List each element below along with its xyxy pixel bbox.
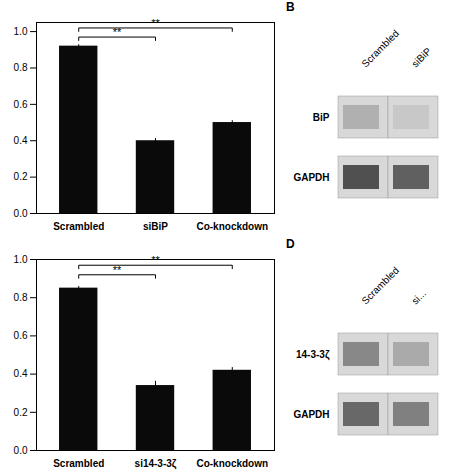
svg-text:0.2: 0.2 [14,171,28,182]
svg-text:0.8: 0.8 [14,62,28,73]
svg-text:Scrambled: Scrambled [359,28,401,70]
svg-text:si14-3-3ζ: si14-3-3ζ [135,458,177,470]
svg-text:0.8: 0.8 [14,292,28,303]
svg-text:1.0: 1.0 [14,254,28,265]
svg-text:Scrambled: Scrambled [359,265,401,307]
svg-text:1.0: 1.0 [14,26,28,37]
svg-text:siBiP: siBiP [409,45,433,69]
svg-text:GAPDH: GAPDH [293,409,329,420]
svg-text:si...: si... [409,288,428,307]
svg-text:0.6: 0.6 [14,99,28,110]
svg-text:**: ** [113,26,122,38]
html-text:B: B [286,0,295,14]
svg-text:BiP: BiP [313,112,330,123]
svg-text:0.0: 0.0 [14,445,28,456]
svg-text:Scrambled: Scrambled [53,458,104,469]
svg-text:Scrambled: Scrambled [53,221,104,232]
svg-text:siBiP: siBiP [143,221,168,232]
svg-text:0.0: 0.0 [14,208,28,219]
svg-text:0.4: 0.4 [14,135,28,146]
svg-text:0.6: 0.6 [14,330,28,341]
svg-text:GAPDH: GAPDH [293,172,329,183]
svg-text:14-3-3ζ: 14-3-3ζ [296,349,330,361]
svg-text:Co-knockdown: Co-knockdown [196,221,268,232]
svg-text:**: ** [113,264,122,276]
svg-text:**: ** [151,254,160,266]
html-text:D: D [286,237,295,251]
svg-text:Co-knockdown: Co-knockdown [196,458,268,469]
svg-text:0.2: 0.2 [14,407,28,418]
svg-text:0.4: 0.4 [14,368,28,379]
